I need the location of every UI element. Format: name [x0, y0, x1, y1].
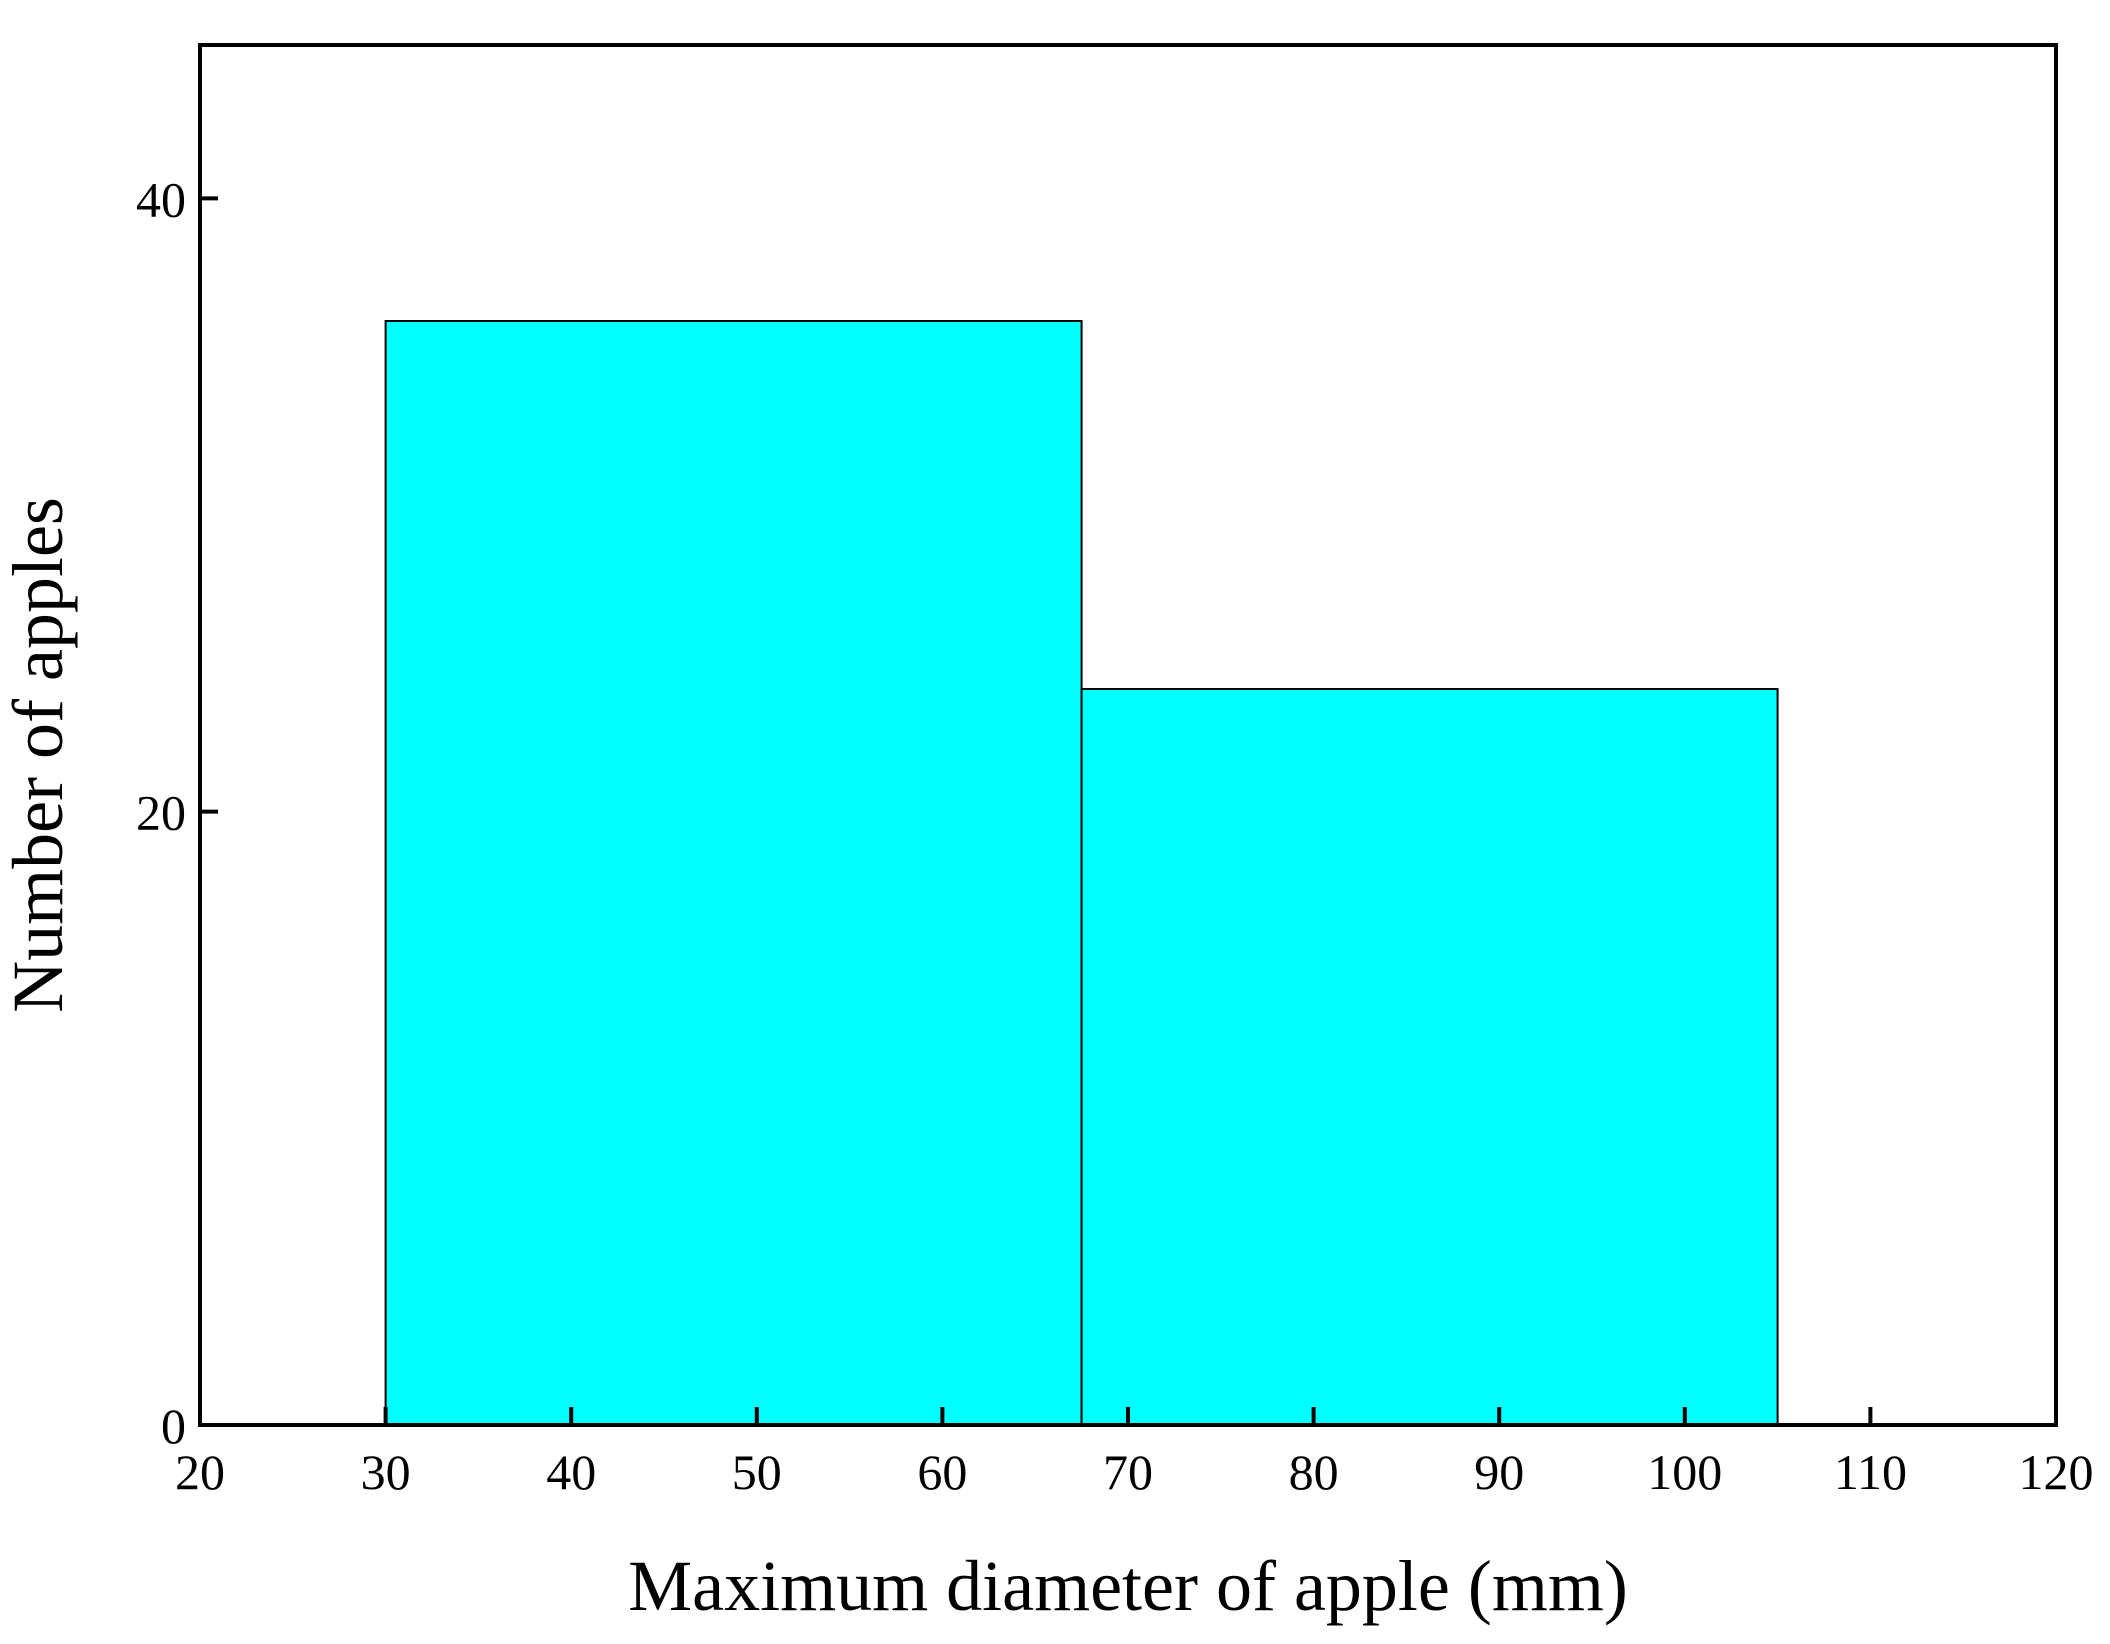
x-tick-label-110: 110: [1834, 1444, 1907, 1500]
x-tick-label-60: 60: [917, 1444, 967, 1500]
x-axis-ticks: 20 30 40 50 60 70 80 90 100 110 120: [175, 1407, 2094, 1500]
x-axis-title: Maximum diameter of apple (mm): [628, 1546, 1628, 1626]
y-tick-label-40: 40: [136, 171, 186, 227]
x-tick-label-30: 30: [361, 1444, 411, 1500]
x-tick-label-40: 40: [546, 1444, 596, 1500]
x-tick-label-120: 120: [2019, 1444, 2094, 1500]
bars-layer: [384, 320, 1779, 1426]
x-tick-label-80: 80: [1289, 1444, 1339, 1500]
histogram-bar-1: [384, 320, 1083, 1426]
x-tick-label-70: 70: [1103, 1444, 1153, 1500]
x-tick-label-90: 90: [1474, 1444, 1524, 1500]
x-tick-label-20: 20: [175, 1444, 225, 1500]
y-tick-label-0: 0: [161, 1398, 186, 1454]
y-axis-title: Number of apples: [0, 497, 78, 1013]
histogram-bar-2: [1080, 688, 1779, 1426]
x-tick-label-50: 50: [732, 1444, 782, 1500]
y-axis-ticks: 0 20 40: [136, 171, 218, 1454]
y-tick-label-20: 20: [136, 785, 186, 841]
x-tick-label-100: 100: [1647, 1444, 1722, 1500]
